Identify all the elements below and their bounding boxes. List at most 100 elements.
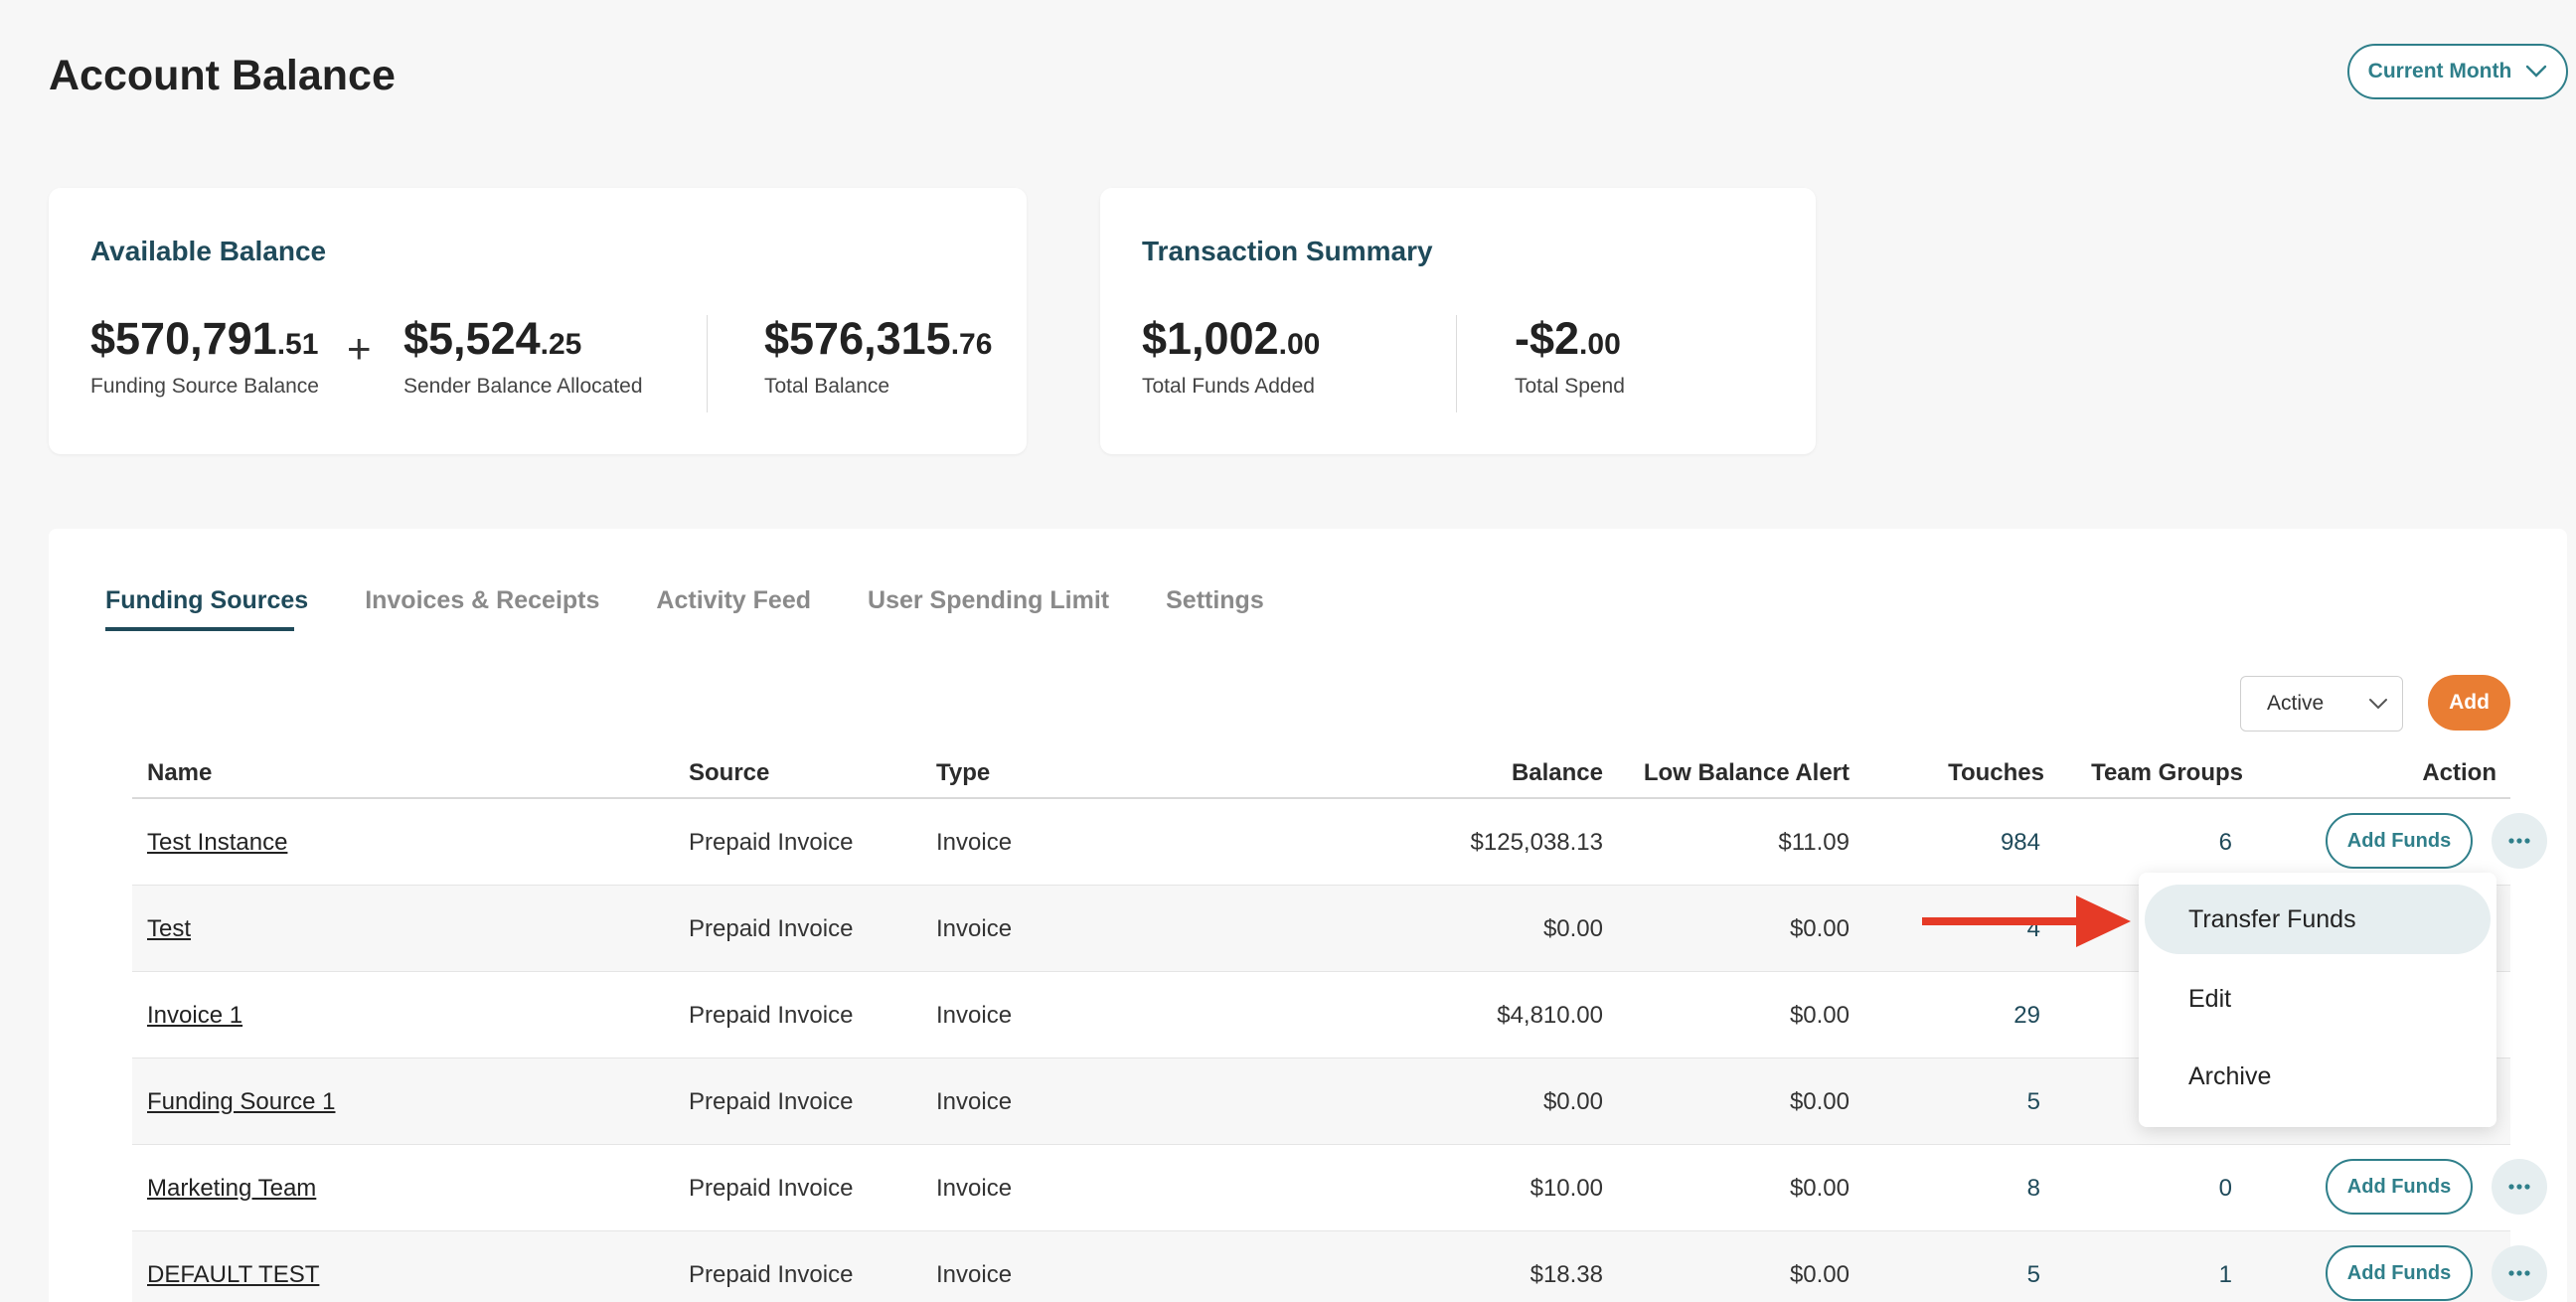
cell-name[interactable]: Invoice 1 xyxy=(147,1002,243,1029)
cell-low-balance-alert: $0.00 xyxy=(1789,915,1850,942)
add-funds-button[interactable]: Add Funds xyxy=(2326,813,2473,869)
cell-balance: $18.38 xyxy=(1530,1261,1603,1288)
plus-sign: + xyxy=(347,325,372,372)
cell-type: Invoice xyxy=(936,829,1013,856)
header-name[interactable]: Name xyxy=(147,759,213,786)
funding-source-balance: $570,791.51 Funding Source Balance xyxy=(90,313,319,399)
funding-balance-whole: $570,791 xyxy=(90,313,277,364)
header-source[interactable]: Source xyxy=(689,759,770,786)
tab-activity-feed[interactable]: Activity Feed xyxy=(656,586,812,614)
available-balance-title: Available Balance xyxy=(90,236,327,266)
cell-balance: $10.00 xyxy=(1530,1175,1603,1202)
cell-type: Invoice xyxy=(936,1088,1013,1115)
cell-low-balance-alert: $0.00 xyxy=(1789,1002,1850,1029)
funding-balance-label: Funding Source Balance xyxy=(90,375,319,398)
cell-name[interactable]: Test Instance xyxy=(147,829,288,856)
cell-touches: 984 xyxy=(2000,829,2040,856)
total-balance-whole: $576,315 xyxy=(764,313,951,364)
cell-team-groups: 1 xyxy=(2218,1261,2232,1288)
tab-invoices-receipts[interactable]: Invoices & Receipts xyxy=(365,586,600,614)
funds-added-whole: $1,002 xyxy=(1142,313,1279,364)
cell-low-balance-alert: $11.09 xyxy=(1778,829,1850,856)
cell-source: Prepaid Invoice xyxy=(689,829,854,856)
table-row: Invoice 1 Prepaid Invoice Invoice $4,810.00… xyxy=(132,972,2510,1058)
cell-type: Invoice xyxy=(936,915,1013,942)
cell-type: Invoice xyxy=(936,1175,1013,1202)
ellipsis-icon xyxy=(2508,838,2530,844)
spend-cents: .00 xyxy=(1579,328,1621,361)
cell-team-groups: 6 xyxy=(2218,829,2232,856)
header-type[interactable]: Type xyxy=(936,759,991,786)
cell-type: Invoice xyxy=(936,1002,1013,1029)
cell-source: Prepaid Invoice xyxy=(689,1088,854,1115)
tab-funding-sources[interactable]: Funding Sources xyxy=(105,586,308,631)
menu-item-archive[interactable]: Archive xyxy=(2188,1061,2272,1090)
more-actions-button[interactable] xyxy=(2492,813,2547,869)
chevron-down-icon xyxy=(2369,699,2387,710)
available-balance-card: Available Balance $570,791.51 Funding So… xyxy=(49,188,1027,454)
period-select-label: Current Month xyxy=(2367,60,2512,82)
status-filter-select[interactable]: Active xyxy=(2240,676,2403,732)
cell-type: Invoice xyxy=(936,1261,1013,1288)
add-funds-button[interactable]: Add Funds xyxy=(2326,1159,2473,1215)
divider xyxy=(1456,315,1457,412)
cell-name[interactable]: Marketing Team xyxy=(147,1175,317,1202)
transaction-summary-title: Transaction Summary xyxy=(1142,236,1433,266)
ellipsis-icon xyxy=(2508,1184,2530,1190)
arrow-right-icon xyxy=(1922,895,2131,947)
cell-source: Prepaid Invoice xyxy=(689,915,854,942)
table-row: Funding Source 1 Prepaid Invoice Invoice $0… xyxy=(132,1058,2510,1145)
cell-touches: 8 xyxy=(2026,1175,2040,1202)
cell-balance: $4,810.00 xyxy=(1497,1002,1603,1029)
spend-label: Total Spend xyxy=(1515,375,1625,398)
tab-user-spending-limit[interactable]: User Spending Limit xyxy=(868,586,1110,614)
cell-low-balance-alert: $0.00 xyxy=(1789,1088,1850,1115)
table-row: Marketing Team Prepaid Invoice Invoice $10.… xyxy=(132,1145,2547,1231)
tab-bar: Funding Sources Invoices & Receipts Acti… xyxy=(105,586,1321,631)
table-row: DEFAULT TEST Prepaid Invoice Invoice $18.38… xyxy=(132,1231,2547,1302)
header-action: Action xyxy=(2422,759,2496,786)
more-actions-button[interactable] xyxy=(2492,1245,2547,1301)
funding-sources-table: Name Source Type Balance Low Balance Ale… xyxy=(132,739,2547,1302)
menu-item-transfer-funds[interactable]: Transfer Funds xyxy=(2145,885,2491,954)
cell-name[interactable]: Test xyxy=(147,915,192,942)
table-row: Test Instance Prepaid Invoice Invoice $125,… xyxy=(132,799,2547,886)
more-actions-button[interactable] xyxy=(2492,1159,2547,1215)
add-funding-source-button[interactable]: Add xyxy=(2428,675,2510,731)
cell-team-groups: 0 xyxy=(2218,1175,2232,1202)
total-balance-cents: .76 xyxy=(950,328,993,361)
header-team-groups[interactable]: Team Groups xyxy=(2091,759,2243,786)
tab-settings[interactable]: Settings xyxy=(1166,586,1264,614)
transaction-summary-card: Transaction Summary $1,002.00 Total Fund… xyxy=(1100,188,1816,454)
table-header: Name Source Type Balance Low Balance Ale… xyxy=(132,739,2510,799)
cell-name[interactable]: Funding Source 1 xyxy=(147,1088,336,1115)
header-low-balance-alert[interactable]: Low Balance Alert xyxy=(1643,759,1850,786)
cell-source: Prepaid Invoice xyxy=(689,1175,854,1202)
menu-item-edit[interactable]: Edit xyxy=(2188,984,2232,1013)
sender-balance-allocated: $5,524.25 Sender Balance Allocated xyxy=(403,313,643,399)
page-title: Account Balance xyxy=(49,52,396,99)
cell-touches: 29 xyxy=(2013,1002,2040,1029)
cell-name[interactable]: DEFAULT TEST xyxy=(147,1261,320,1288)
add-funds-button[interactable]: Add Funds xyxy=(2326,1245,2473,1301)
total-funds-added: $1,002.00 Total Funds Added xyxy=(1142,313,1320,399)
cell-source: Prepaid Invoice xyxy=(689,1261,854,1288)
cell-low-balance-alert: $0.00 xyxy=(1789,1175,1850,1202)
total-spend: -$2.00 Total Spend xyxy=(1515,313,1625,399)
row-action-menu: Transfer Funds Edit Archive xyxy=(2139,873,2496,1127)
funds-added-label: Total Funds Added xyxy=(1142,375,1315,398)
chevron-down-icon xyxy=(2526,65,2547,78)
funds-added-cents: .00 xyxy=(1278,328,1321,361)
cell-balance: $125,038.13 xyxy=(1470,829,1603,856)
cell-touches: 5 xyxy=(2026,1088,2040,1115)
spend-whole: -$2 xyxy=(1515,313,1580,364)
cell-balance: $0.00 xyxy=(1542,1088,1603,1115)
sender-balance-label: Sender Balance Allocated xyxy=(403,375,643,398)
total-balance: $576,315.76 Total Balance xyxy=(764,313,992,399)
header-balance[interactable]: Balance xyxy=(1511,759,1603,786)
cell-balance: $0.00 xyxy=(1542,915,1603,942)
header-touches[interactable]: Touches xyxy=(1948,759,2044,786)
period-select[interactable]: Current Month xyxy=(2347,44,2568,99)
sender-balance-whole: $5,524 xyxy=(403,313,541,364)
funding-balance-cents: .51 xyxy=(276,328,319,361)
